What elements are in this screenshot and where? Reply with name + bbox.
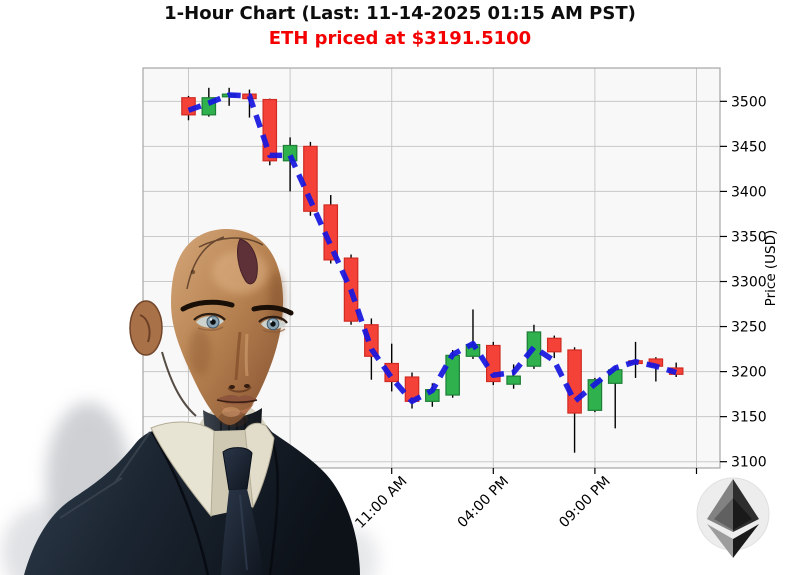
left-eye	[193, 312, 226, 331]
scalp-patch	[237, 238, 258, 285]
moving-average	[187, 92, 678, 405]
candle-up	[506, 375, 521, 385]
y-tick-label: 3250	[731, 320, 767, 336]
plot-spines	[142, 67, 721, 469]
nose	[227, 331, 252, 393]
android-head	[129, 228, 294, 427]
candle-down	[546, 337, 562, 353]
candle-series	[181, 87, 684, 453]
chart-title: 1-Hour Chart (Last: 11-14-2025 01:15 AM …	[164, 3, 636, 24]
y-tick-label: 3100	[731, 455, 767, 471]
eyebrows	[180, 299, 294, 316]
y-axis-title: Price (USD)	[763, 230, 779, 307]
ethereum-diamond-icon	[707, 479, 759, 558]
chart-subtitle: ETH priced at $3191.5100	[268, 28, 532, 49]
y-tick-label: 3500	[731, 94, 767, 110]
right-eye	[258, 315, 288, 333]
candle-up	[587, 379, 603, 411]
moving-average-line	[187, 92, 678, 405]
y-tick-label: 3200	[731, 365, 767, 381]
suit-jacket	[24, 420, 360, 575]
y-tick-label: 3150	[731, 410, 767, 426]
gridlines	[143, 68, 720, 468]
y-tick-label: 3300	[731, 275, 767, 291]
y-axis: 3100 3150 3200 3250 3300 3350 3400 3450 3500	[720, 94, 767, 471]
necktie	[221, 447, 263, 575]
y-tick-label: 3400	[731, 184, 767, 200]
y-tick-label: 3450	[731, 139, 767, 155]
y-axis-label: Price (USD)	[763, 230, 779, 307]
y-tick-label: 3350	[731, 229, 767, 245]
ear	[129, 300, 163, 356]
